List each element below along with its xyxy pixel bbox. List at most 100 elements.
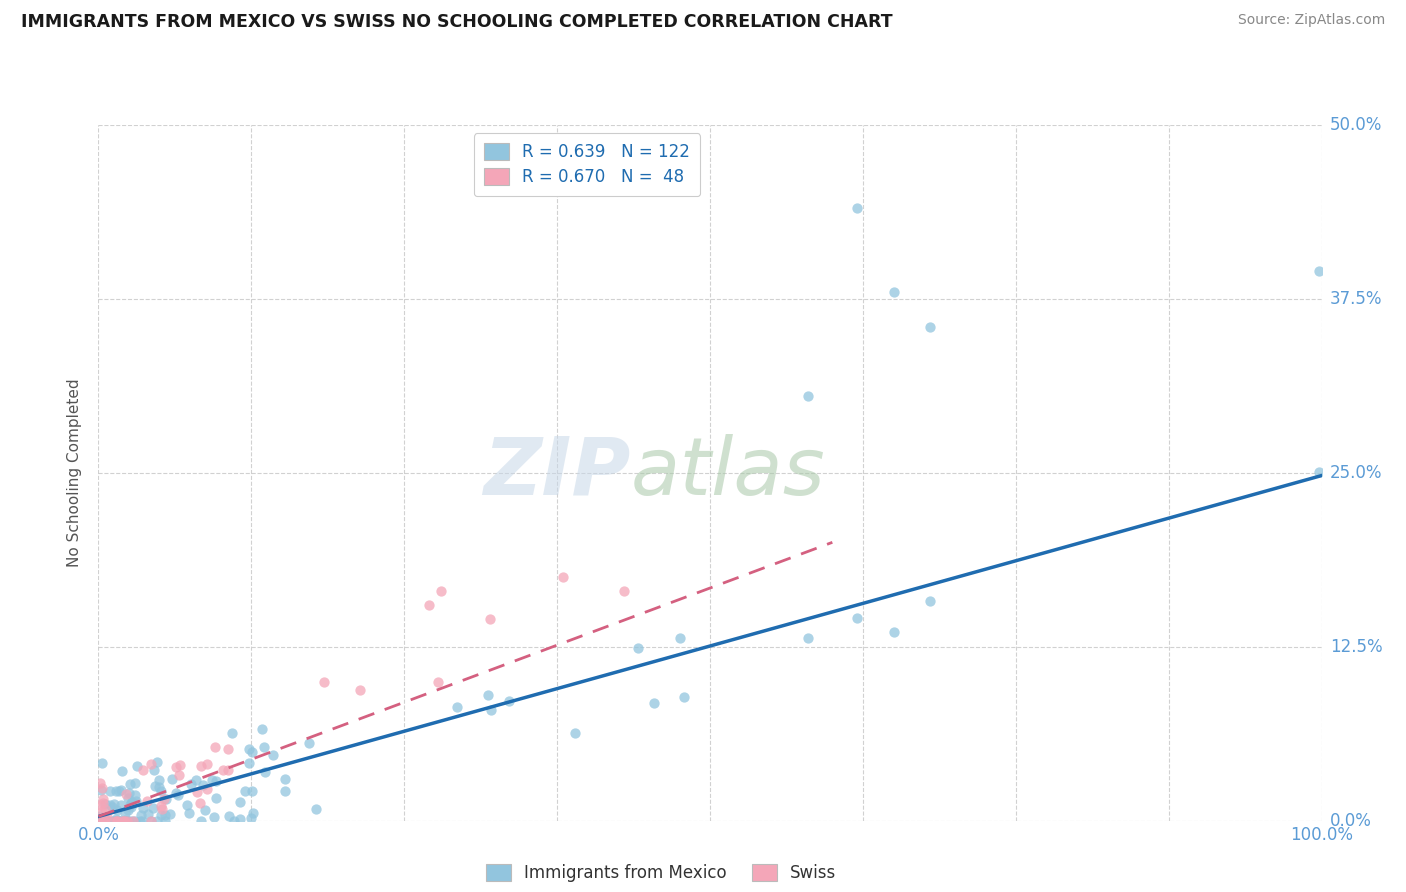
Point [668, 632, 690, 646]
Point [1308, 466, 1330, 480]
Point [145, 814, 167, 828]
Point [221, 725, 243, 739]
Point [252, 723, 274, 737]
Point [155, 792, 177, 806]
Point [188, 796, 211, 810]
Point [91, 814, 114, 828]
Point [91, 814, 114, 828]
Point [132, 801, 155, 815]
Point [114, 814, 136, 828]
Point [143, 779, 166, 793]
Point [162, 772, 184, 786]
Text: 37.5%: 37.5% [1330, 290, 1382, 308]
Point [94, 797, 117, 812]
Point [305, 802, 328, 816]
Point [93, 814, 115, 828]
Text: 50.0%: 50.0% [1330, 116, 1382, 134]
Point [105, 803, 128, 817]
Point [217, 741, 239, 756]
Point [89, 814, 111, 828]
Point [120, 797, 142, 812]
Point [121, 814, 143, 828]
Point [845, 202, 868, 216]
Point [195, 757, 218, 772]
Point [114, 787, 136, 801]
Point [218, 809, 240, 823]
Point [114, 814, 136, 828]
Point [233, 784, 256, 798]
Point [477, 688, 499, 702]
Point [108, 784, 131, 798]
Point [194, 803, 217, 817]
Point [201, 772, 224, 787]
Point [105, 814, 128, 828]
Point [98, 798, 121, 813]
Point [148, 780, 170, 794]
Point [91, 756, 114, 770]
Point [110, 814, 132, 828]
Point [114, 813, 136, 827]
Point [117, 791, 139, 805]
Point [204, 791, 226, 805]
Point [253, 739, 276, 754]
Point [184, 772, 207, 787]
Point [240, 783, 263, 797]
Point [127, 759, 149, 773]
Point [418, 598, 440, 612]
Point [845, 611, 868, 625]
Point [120, 796, 142, 810]
Point [90, 805, 112, 819]
Point [105, 784, 128, 798]
Point [124, 814, 146, 828]
Point [103, 797, 125, 812]
Point [627, 640, 650, 655]
Legend: Immigrants from Mexico, Swiss: Immigrants from Mexico, Swiss [479, 857, 844, 888]
Point [111, 764, 134, 779]
Point [613, 584, 636, 599]
Point [100, 799, 122, 814]
Point [150, 808, 173, 822]
Point [89, 776, 111, 790]
Point [254, 765, 277, 780]
Point [195, 782, 218, 797]
Point [118, 777, 141, 791]
Text: atlas: atlas [630, 434, 825, 512]
Text: Source: ZipAtlas.com: Source: ZipAtlas.com [1237, 13, 1385, 28]
Point [104, 814, 127, 828]
Point [150, 798, 173, 813]
Point [104, 814, 127, 828]
Point [115, 814, 138, 828]
Point [131, 814, 153, 828]
Point [139, 814, 162, 828]
Point [150, 802, 173, 816]
Point [141, 801, 163, 815]
Point [180, 776, 202, 790]
Text: 12.5%: 12.5% [1330, 638, 1382, 656]
Point [117, 814, 139, 828]
Point [90, 814, 112, 828]
Point [122, 814, 145, 828]
Point [217, 763, 239, 777]
Point [238, 742, 260, 756]
Point [125, 794, 148, 808]
Point [446, 699, 468, 714]
Point [114, 814, 136, 828]
Point [262, 747, 284, 762]
Point [89, 797, 111, 812]
Point [145, 755, 167, 769]
Point [204, 740, 226, 755]
Point [643, 696, 665, 710]
Point [148, 772, 170, 787]
Text: ZIP: ZIP [484, 434, 630, 512]
Point [242, 805, 264, 820]
Point [920, 594, 942, 608]
Point [89, 811, 111, 825]
Point [165, 786, 187, 800]
Point [229, 795, 252, 809]
Point [153, 814, 176, 828]
Text: IMMIGRANTS FROM MEXICO VS SWISS NO SCHOOLING COMPLETED CORRELATION CHART: IMMIGRANTS FROM MEXICO VS SWISS NO SCHOO… [21, 13, 893, 31]
Point [920, 319, 942, 334]
Point [883, 285, 905, 299]
Point [479, 703, 502, 717]
Point [131, 764, 153, 778]
